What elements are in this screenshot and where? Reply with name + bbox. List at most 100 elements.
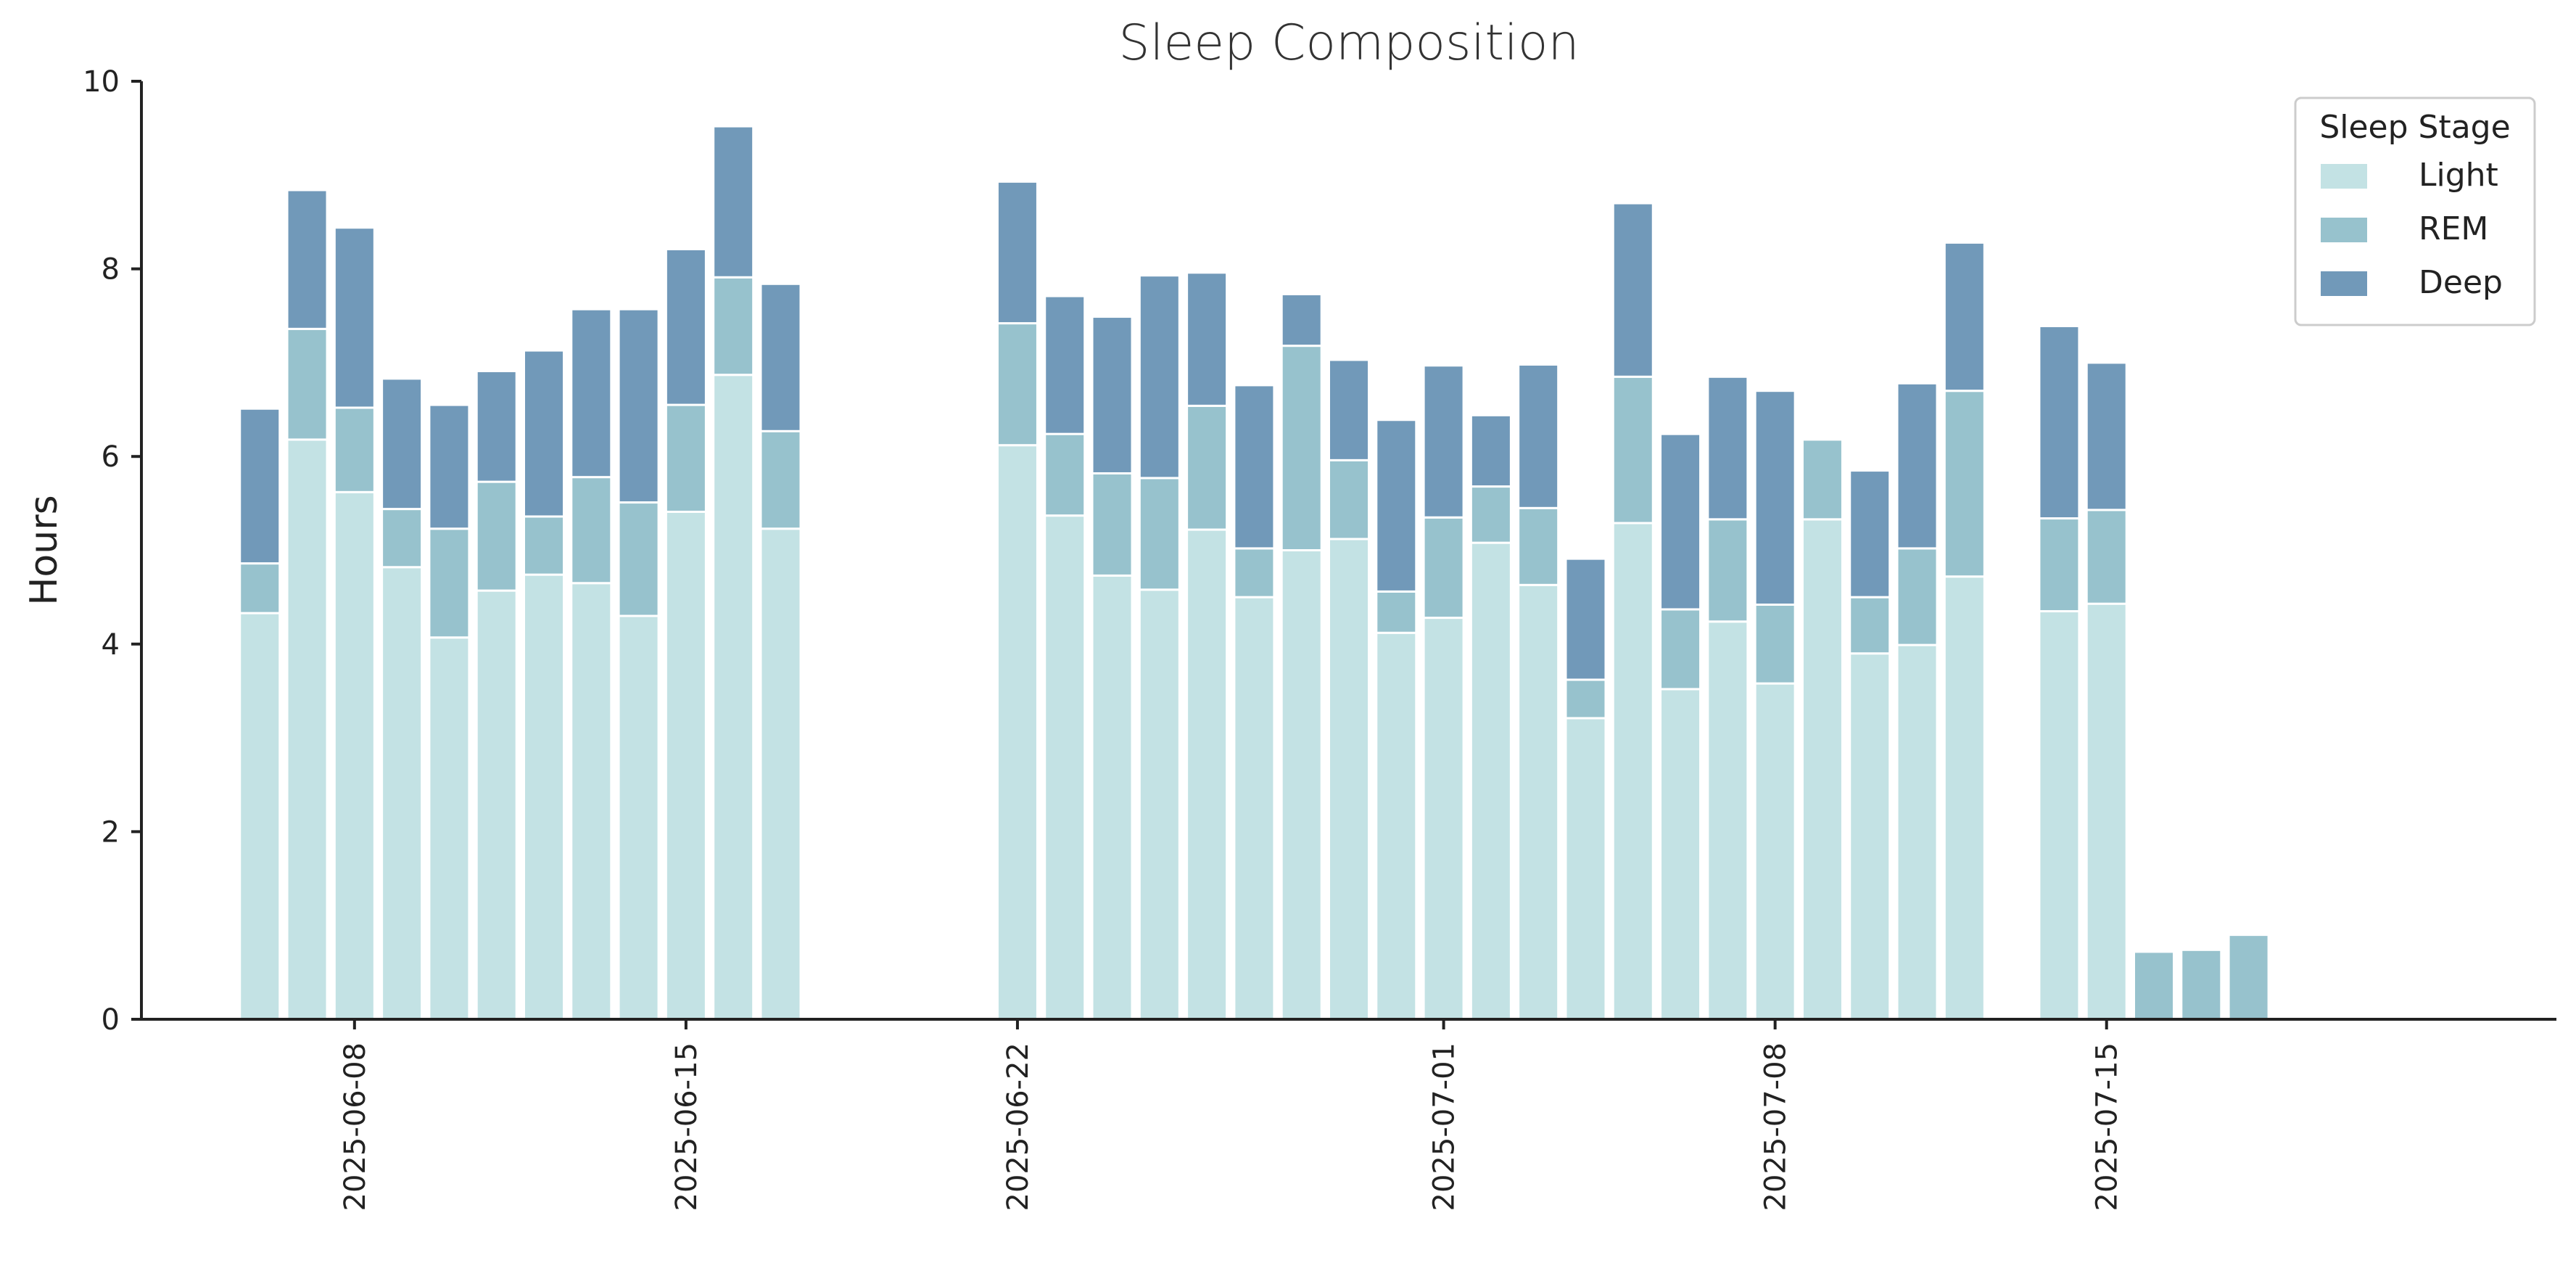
bar-rem-2025-06-11 — [475, 480, 518, 592]
bar-rem-2025-06-06 — [239, 562, 281, 614]
bar-light-2025-06-09 — [381, 566, 424, 1021]
bar-light-2025-06-26 — [1186, 528, 1229, 1021]
bar-deep-2025-06-28 — [1280, 293, 1323, 347]
legend-box — [2294, 96, 2536, 326]
bar-rem-2025-07-16 — [2133, 950, 2175, 1021]
bar-deep-2025-07-02 — [1469, 414, 1512, 488]
bar-light-2025-06-10 — [428, 636, 471, 1021]
bar-light-2025-07-10 — [1849, 652, 1891, 1021]
bar-deep-2025-06-16 — [712, 125, 755, 279]
bar-rem-2025-06-26 — [1186, 404, 1229, 531]
bar-rem-2025-07-18 — [2227, 934, 2270, 1021]
bar-light-2025-07-09 — [1801, 518, 1844, 1021]
bar-rem-2025-07-10 — [1849, 596, 1891, 655]
bar-light-2025-07-11 — [1896, 643, 1939, 1021]
bar-deep-2025-06-09 — [381, 377, 424, 511]
bar-deep-2025-06-10 — [428, 403, 471, 530]
chart-title: Sleep Composition — [1118, 15, 1579, 72]
bar-light-2025-06-29 — [1328, 538, 1370, 1021]
bar-light-2025-06-08 — [333, 490, 376, 1021]
x-axis: 2025-06-08 2025-06-15 2025-06-22 2025-07-01… — [141, 1018, 2556, 1211]
bar-deep-2025-06-27 — [1233, 384, 1276, 550]
bar-deep-2025-06-26 — [1186, 271, 1229, 407]
bar-rem-2025-06-16 — [712, 276, 755, 377]
bar-rem-2025-07-08 — [1754, 603, 1796, 685]
y-axis: 0 2 4 6 8 10 — [83, 65, 143, 1037]
y-tick-label: 6 — [102, 440, 120, 474]
bar-deep-2025-06-23 — [1044, 295, 1086, 435]
bar-rem-2025-07-05 — [1611, 375, 1654, 525]
bar-deep-2025-07-06 — [1659, 432, 1702, 611]
bar-deep-2025-06-25 — [1138, 274, 1181, 480]
bar-light-2025-07-12 — [1943, 575, 1986, 1021]
bars-layer — [239, 125, 2270, 1021]
x-tick-label: 2025-07-15 — [2091, 1042, 2124, 1211]
x-tick-label: 2025-06-22 — [1002, 1042, 1035, 1211]
x-tick-label: 2025-06-08 — [339, 1042, 372, 1211]
bar-deep-2025-06-30 — [1375, 419, 1418, 593]
bar-deep-2025-06-12 — [523, 349, 565, 518]
bar-light-2025-07-07 — [1706, 620, 1749, 1021]
bar-deep-2025-06-22 — [996, 180, 1039, 325]
legend-swatch-deep — [2321, 271, 2367, 296]
y-tick-label: 8 — [102, 253, 120, 287]
y-axis-title: Hours — [22, 495, 66, 605]
bar-rem-2025-06-13 — [570, 476, 613, 585]
legend-swatch-light — [2321, 164, 2367, 189]
bar-light-2025-06-17 — [759, 527, 802, 1021]
legend-swatch-rem — [2321, 218, 2367, 242]
legend-items: Light REM Deep — [2321, 157, 2503, 301]
bar-light-2025-06-24 — [1091, 574, 1134, 1021]
bar-rem-2025-07-01 — [1422, 516, 1465, 620]
bar-rem-2025-06-29 — [1328, 458, 1370, 540]
bar-rem-2025-07-14 — [2038, 517, 2081, 613]
bar-light-2025-07-15 — [2085, 602, 2128, 1021]
bar-deep-2025-07-10 — [1849, 469, 1891, 599]
legend-label-light: Light — [2419, 157, 2498, 194]
bar-rem-2025-07-07 — [1706, 518, 1749, 623]
bar-light-2025-07-06 — [1659, 688, 1702, 1021]
legend-label-deep: Deep — [2419, 264, 2503, 301]
bar-deep-2025-06-08 — [333, 226, 376, 409]
bar-light-2025-06-22 — [996, 444, 1039, 1021]
bar-rem-2025-07-09 — [1801, 438, 1844, 521]
bar-light-2025-06-30 — [1375, 631, 1418, 1021]
bar-deep-2025-06-13 — [570, 308, 613, 479]
bar-rem-2025-07-15 — [2085, 509, 2128, 605]
bar-light-2025-07-03 — [1517, 583, 1560, 1021]
bar-rem-2025-06-09 — [381, 508, 424, 569]
x-tick-label: 2025-07-01 — [1428, 1042, 1461, 1211]
bar-deep-2025-06-14 — [617, 308, 660, 504]
bar-rem-2025-06-27 — [1233, 547, 1276, 599]
bar-deep-2025-07-03 — [1517, 363, 1560, 509]
x-tick-label: 2025-07-08 — [1759, 1042, 1793, 1211]
bar-light-2025-06-27 — [1233, 596, 1276, 1021]
bar-deep-2025-07-15 — [2085, 361, 2128, 511]
bar-light-2025-07-01 — [1422, 617, 1465, 1021]
legend: Sleep Stage Light REM Deep — [2294, 96, 2536, 326]
bar-deep-2025-06-24 — [1091, 316, 1134, 474]
bar-deep-2025-07-12 — [1943, 241, 1986, 392]
bar-light-2025-07-14 — [2038, 610, 2081, 1021]
bar-deep-2025-06-29 — [1328, 358, 1370, 461]
y-tick-label: 2 — [102, 815, 120, 849]
bar-light-2025-06-16 — [712, 374, 755, 1021]
bar-rem-2025-06-12 — [523, 515, 565, 576]
bar-light-2025-06-06 — [239, 612, 281, 1021]
y-tick-label: 4 — [102, 628, 120, 662]
bar-rem-2025-07-03 — [1517, 506, 1560, 586]
bar-rem-2025-06-10 — [428, 527, 471, 639]
bar-rem-2025-06-24 — [1091, 472, 1134, 577]
bar-light-2025-07-02 — [1469, 541, 1512, 1021]
bar-rem-2025-06-30 — [1375, 590, 1418, 634]
bar-rem-2025-06-28 — [1280, 345, 1323, 551]
bar-deep-2025-07-11 — [1896, 382, 1939, 550]
y-tick-label: 10 — [83, 65, 120, 99]
bar-deep-2025-07-01 — [1422, 364, 1465, 519]
bar-light-2025-06-28 — [1280, 549, 1323, 1021]
bar-deep-2025-07-05 — [1611, 202, 1654, 378]
bar-deep-2025-06-11 — [475, 370, 518, 483]
bar-rem-2025-06-07 — [286, 327, 329, 441]
